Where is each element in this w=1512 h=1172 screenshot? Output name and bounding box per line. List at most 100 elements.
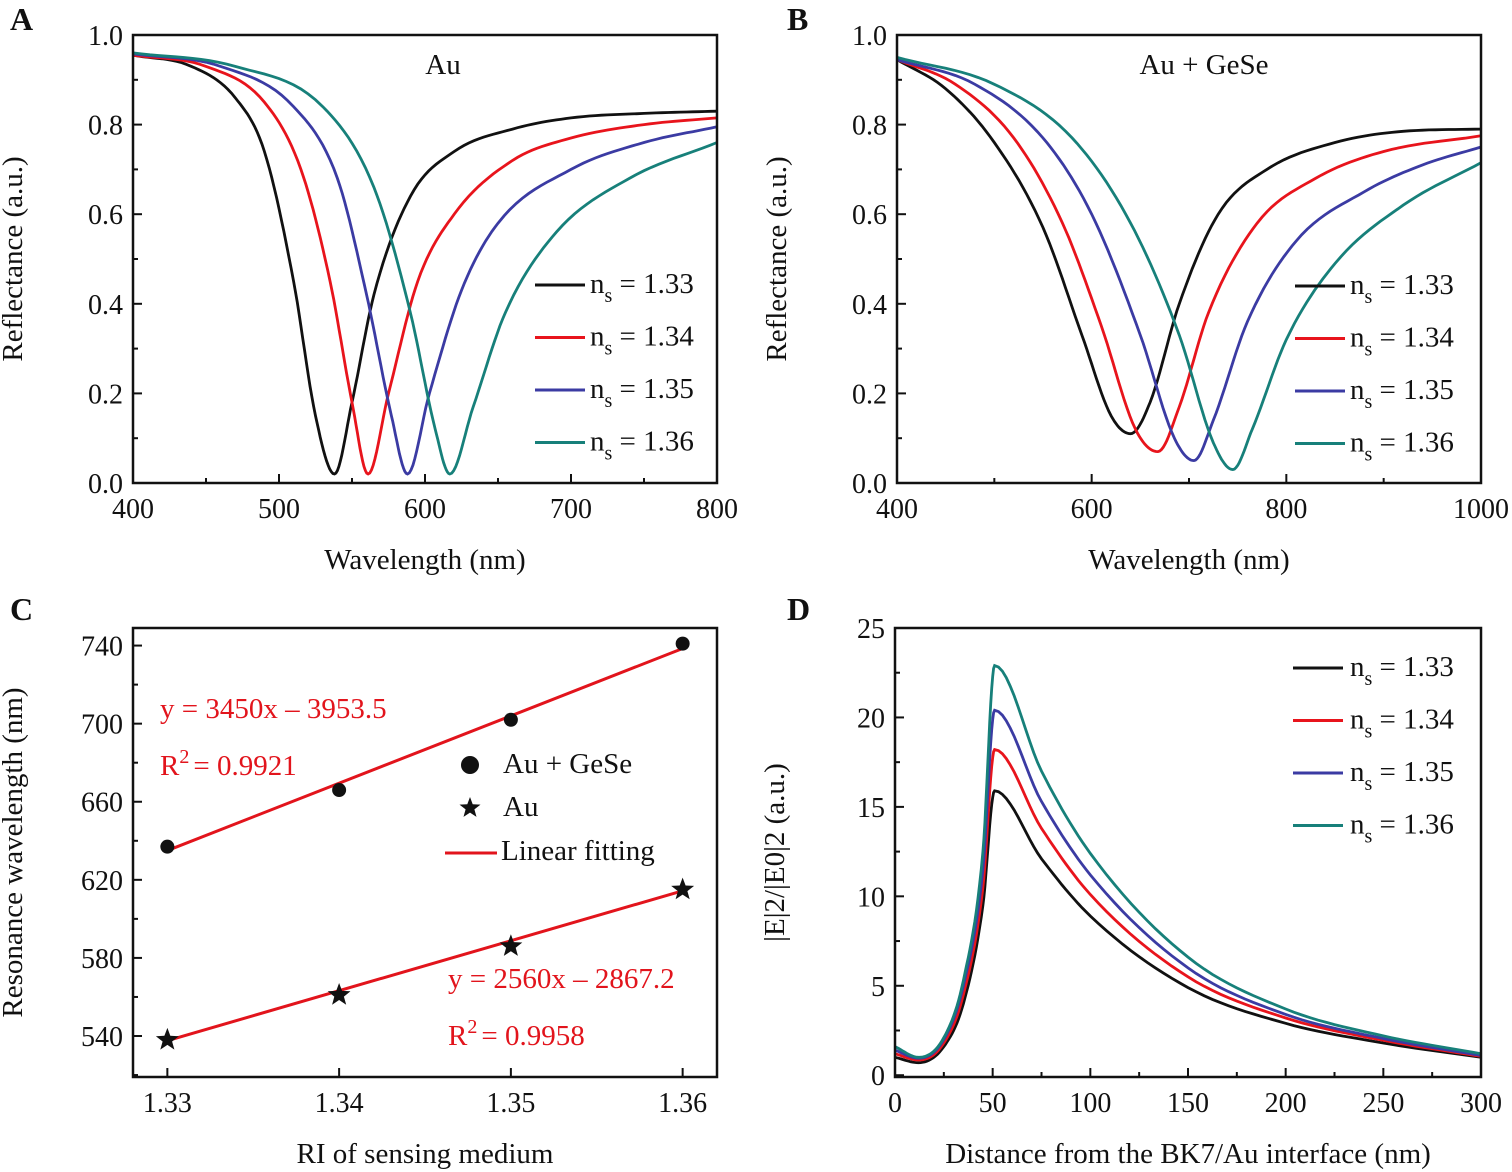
point-au-gese [160,839,175,854]
series-line-teal [896,56,1482,472]
point-au-gese [675,636,690,651]
x-tick-label: 250 [1362,1088,1404,1119]
legend-label: ns = 1.33 [590,268,694,307]
y-tick-label: 540 [81,1022,123,1053]
plot-frame [131,33,719,485]
y-tick-label: 15 [857,793,885,824]
x-tick-label: 400 [876,494,918,525]
series-line-red [132,53,718,476]
y-tick-label: 700 [81,710,123,741]
series-line-blue [896,58,1482,463]
x-tick-label: 300 [1460,1088,1502,1119]
legend-label: ns = 1.34 [1350,704,1454,743]
x-axis-label: Distance from the BK7/Au interface (nm) [945,1138,1431,1170]
legend-label: ns = 1.35 [590,373,694,412]
point-au-gese [332,783,347,798]
y-tick-label: 740 [81,632,123,663]
legend-label: Au + GeSe [503,748,632,780]
x-tick-label: 100 [1069,1088,1111,1119]
point-au-gese [503,712,518,727]
point-au [499,934,523,956]
legend-label: ns = 1.34 [590,321,694,360]
y-tick-label: 580 [81,944,123,975]
y-tick-label: 620 [81,866,123,897]
x-tick-label: 600 [404,494,446,525]
y-tick-label: 20 [857,703,885,734]
x-tick-label: 500 [258,494,300,525]
y-axis-label: |E|2/|E0|2 (a.u.) [759,763,791,942]
fit-equation: y = 2560x – 2867.2 [448,963,675,995]
x-tick-label: 1.34 [315,1088,364,1119]
x-axis-label: RI of sensing medium [297,1138,554,1170]
y-tick-label: 0.4 [852,290,887,321]
x-tick-label: 400 [112,494,154,525]
x-tick-label: 200 [1265,1088,1307,1119]
x-tick-label: 1.35 [486,1088,535,1119]
y-tick-label: 0.8 [852,111,887,142]
legend-label: Linear fitting [501,835,655,867]
point-au [327,983,351,1005]
point-au [671,877,695,900]
fit-line [166,647,684,852]
x-axis-label: Wavelength (nm) [1088,544,1289,576]
y-tick-label: 10 [857,882,885,913]
x-tick-label: 600 [1071,494,1113,525]
x-tick-label: 50 [979,1088,1007,1119]
fit-r-squared: R2 = 0.9921 [160,746,297,782]
y-tick-label: 0.8 [88,111,123,142]
y-axis-label: Reflectance (a.u.) [761,156,793,361]
point-au [155,1027,179,1050]
series-line-red [896,58,1482,454]
x-tick-label: 800 [1265,494,1307,525]
legend-label: ns = 1.35 [1350,374,1454,413]
y-axis-label: Reflectance (a.u.) [0,156,29,361]
legend-circle-icon [461,756,479,774]
y-tick-label: 0.0 [88,469,123,500]
fit-equation: y = 3450x – 3953.5 [160,693,387,725]
series-line-black [896,58,1482,436]
legend-star-icon [459,797,481,817]
x-tick-label: 1.33 [143,1088,192,1119]
y-tick-label: 1.0 [852,21,887,52]
fit-r-squared: R2 = 0.9958 [448,1016,585,1052]
x-tick-label: 150 [1167,1088,1209,1119]
series-line-teal [894,663,1482,1059]
panel-d [893,626,1483,1079]
x-tick-label: 700 [550,494,592,525]
panel-label: A [10,1,33,37]
fit-line [166,889,684,1043]
y-axis-label: Resonance wavelength (nm) [0,687,29,1017]
panel-label: B [787,1,808,37]
legend-label: ns = 1.36 [590,426,694,465]
legend-label: Au [503,791,538,823]
panel-c [131,626,719,1079]
legend-label: ns = 1.36 [1350,809,1454,848]
panel-label: C [10,591,33,627]
chart-title: Au [425,49,460,81]
y-tick-label: 5 [871,972,885,1003]
panel-b [895,33,1483,485]
plot-frame [131,626,719,1079]
legend-label: ns = 1.33 [1350,269,1454,308]
y-tick-label: 0.0 [852,469,887,500]
y-tick-label: 0.6 [88,200,123,231]
chart-title: Au + GeSe [1139,49,1268,81]
y-tick-label: 25 [857,614,885,645]
series-line-black [894,789,1482,1065]
plot-frame [895,33,1483,485]
series-line-teal [132,51,718,476]
x-tick-label: 0 [888,1088,902,1119]
y-tick-label: 0.2 [88,379,123,410]
y-tick-label: 1.0 [88,21,123,52]
series-line-blue [132,52,718,476]
x-tick-label: 1.36 [658,1088,707,1119]
y-tick-label: 0.2 [852,379,887,410]
y-tick-label: 660 [81,788,123,819]
series-line-red [894,747,1482,1062]
plot-frame [893,626,1483,1079]
x-tick-label: 800 [696,494,738,525]
panel-label: D [787,591,810,627]
legend-label: ns = 1.33 [1350,651,1454,690]
y-tick-label: 0.4 [88,290,123,321]
